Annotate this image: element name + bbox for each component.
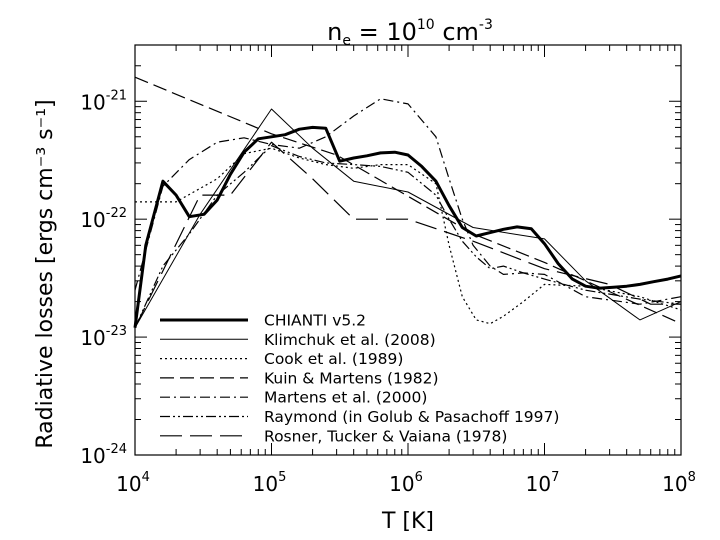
y-tick-label: 10-21 bbox=[80, 88, 127, 114]
y-tick-label: 10-22 bbox=[80, 206, 127, 232]
data-series bbox=[133, 76, 682, 328]
y-tick-label: 10-24 bbox=[80, 442, 127, 468]
title-exponent: 10 bbox=[417, 17, 435, 33]
x-tick-label: 108 bbox=[662, 470, 696, 496]
legend-label-3: Cook et al. (1989) bbox=[264, 350, 403, 368]
x-tick-label: 105 bbox=[253, 470, 287, 496]
legend-label-7: Rosner, Tucker & Vaiana (1978) bbox=[264, 427, 507, 445]
y-tick-label: 10-23 bbox=[80, 324, 127, 350]
legend-label-5: Martens et al. (2000) bbox=[264, 389, 427, 407]
x-tick-label: 104 bbox=[116, 470, 150, 496]
chart-title: ne = 1010 cm-3 bbox=[327, 17, 493, 49]
legend-label-6: Raymond (in Golub & Pasachoff 1997) bbox=[264, 408, 559, 426]
series-line-3 bbox=[135, 147, 682, 325]
title-unit-exponent: -3 bbox=[479, 17, 493, 33]
y-axis-label: Radiative losses [ergs cm⁻³ s⁻¹] bbox=[33, 99, 58, 448]
title-equals: = 10 bbox=[351, 18, 417, 46]
legend-label-4: Kuin & Martens (1982) bbox=[264, 369, 439, 387]
x-tick-label: 106 bbox=[389, 470, 423, 496]
x-tick-label: 107 bbox=[526, 470, 560, 496]
series-line-7 bbox=[134, 141, 681, 328]
legend-label-1: CHIANTI v5.2 bbox=[264, 312, 366, 330]
legend-label-2: Klimchuk et al. (2008) bbox=[264, 331, 436, 349]
axis-ticks: 104 105 106 107 108 10-24 10-23 10-22 10-21 bbox=[80, 44, 696, 496]
series-line-5 bbox=[134, 98, 682, 305]
series-line-1 bbox=[133, 125, 682, 328]
title-unit: cm bbox=[435, 18, 479, 46]
title-n: n bbox=[327, 18, 342, 46]
series-line-2 bbox=[134, 108, 682, 328]
series-line-4 bbox=[134, 76, 682, 325]
title-subscript-e: e bbox=[342, 33, 351, 49]
series-line-6 bbox=[134, 145, 682, 328]
x-axis-label: T [K] bbox=[381, 509, 434, 534]
